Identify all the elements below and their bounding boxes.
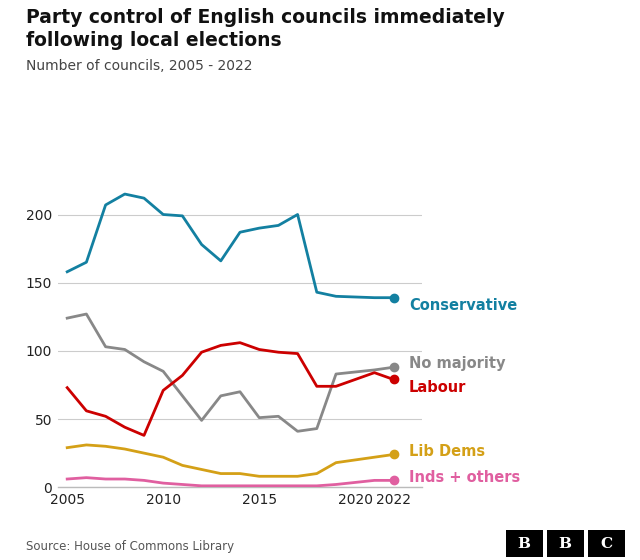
Text: Inds + others: Inds + others [409,470,520,485]
Text: No majority: No majority [409,356,506,371]
Text: Source: House of Commons Library: Source: House of Commons Library [26,540,234,553]
Text: following local elections: following local elections [26,31,281,50]
Text: B: B [559,536,572,551]
Text: Lib Dems: Lib Dems [409,444,485,459]
Text: C: C [600,536,612,551]
Text: Party control of English councils immediately: Party control of English councils immedi… [26,8,504,27]
Text: Labour: Labour [409,380,467,395]
Text: Number of councils, 2005 - 2022: Number of councils, 2005 - 2022 [26,59,252,73]
Text: Conservative: Conservative [409,298,517,314]
Text: B: B [518,536,531,551]
